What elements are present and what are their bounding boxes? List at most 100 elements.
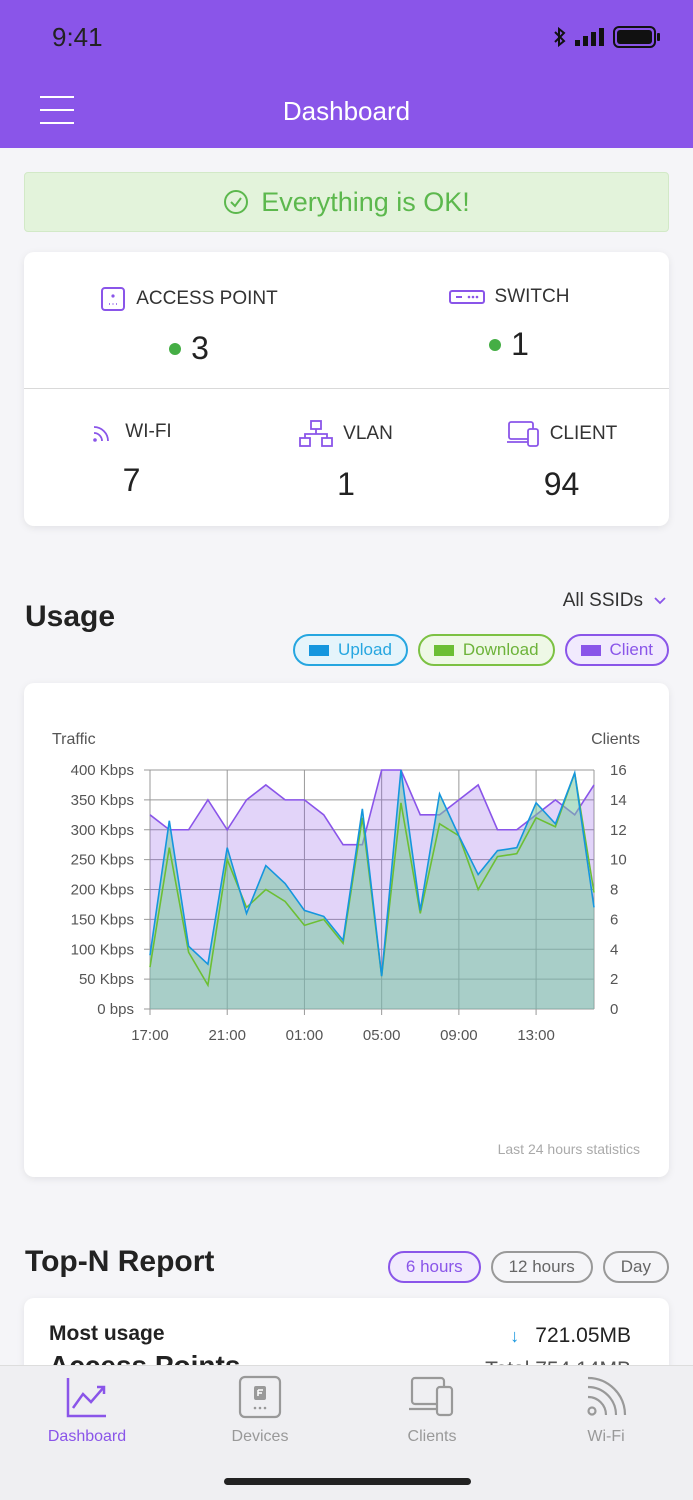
upload-swatch: [309, 644, 330, 656]
check-circle-icon: [224, 190, 249, 214]
chart-legend: Upload Download Client: [293, 634, 669, 666]
download-swatch: [433, 644, 454, 656]
x-tick-label: 05:00: [363, 1027, 401, 1044]
chart-y2label: Clients: [591, 731, 640, 748]
y-tick-label: 150 Kbps: [71, 911, 134, 928]
usage-chart-card: 0 bps 0 50 Kbps 2 100 Kbps 4 150 Kbps 6 200 Kbps…: [24, 683, 669, 1177]
legend-upload-label: Upload: [338, 640, 392, 659]
x-tick-label: 17:00: [131, 1027, 169, 1044]
download-usage: ↓ 721.05MB: [510, 1324, 631, 1348]
access-point-label: ACCESS POINT: [136, 288, 278, 309]
client-count: 94: [543, 466, 580, 502]
y2-tick-label: 4: [610, 941, 618, 958]
status-icons: [553, 26, 661, 48]
app-header: 9:41 Dashboard: [0, 0, 693, 148]
x-tick-label: 13:00: [517, 1027, 555, 1044]
y-tick-label: 300 Kbps: [71, 822, 134, 839]
devices-icon: [238, 1375, 282, 1419]
switch-stat[interactable]: SWITCH 1: [429, 286, 589, 363]
legend-download-label: Download: [462, 640, 539, 659]
chevron-down-icon: [654, 597, 666, 605]
ssid-filter-dropdown[interactable]: All SSIDs: [563, 590, 667, 612]
wifi-label: WI-FI: [125, 421, 172, 442]
tab-clients[interactable]: Clients: [357, 1374, 507, 1446]
access-point-stat[interactable]: ACCESS POINT 3: [79, 286, 299, 367]
y2-tick-label: 12: [610, 822, 627, 839]
x-tick-label: 09:00: [440, 1027, 478, 1044]
tab-wifi-label: Wi-Fi: [587, 1428, 625, 1445]
y-tick-label: 100 Kbps: [71, 941, 134, 958]
ssid-filter-value: All SSIDs: [562, 590, 643, 611]
y2-tick-label: 8: [610, 882, 618, 899]
summary-divider: [24, 388, 669, 389]
chart-ylabel: Traffic: [52, 731, 96, 748]
tab-day[interactable]: Day: [602, 1251, 669, 1283]
vlan-count: 1: [337, 466, 355, 502]
status-time: 9:41: [52, 22, 103, 52]
online-dot: [169, 342, 182, 355]
clients-icon: [409, 1376, 454, 1417]
topn-range-tabs: 6 hours 12 hours Day: [387, 1251, 669, 1283]
client-devices-icon: [506, 421, 539, 447]
y-tick-label: 0 bps: [97, 1001, 134, 1018]
x-tick-label: 01:00: [286, 1027, 324, 1044]
vlan-label: VLAN: [343, 423, 393, 444]
tab-devices-label: Devices: [231, 1428, 289, 1445]
vlan-stat[interactable]: VLAN 1: [286, 420, 406, 503]
tab-12-hours[interactable]: 12 hours: [490, 1251, 593, 1283]
download-usage-value: 721.05MB: [535, 1324, 631, 1347]
wifi-icon: [93, 426, 110, 442]
y-tick-label: 250 Kbps: [71, 852, 134, 869]
hamburger-menu-icon[interactable]: [40, 96, 74, 128]
download-arrow-icon: ↓: [510, 1325, 520, 1346]
battery-icon: [613, 26, 660, 48]
x-tick-label: 21:00: [208, 1027, 246, 1044]
legend-client-toggle[interactable]: Client: [564, 634, 669, 666]
online-dot: [489, 338, 502, 351]
signal-icon: [575, 28, 604, 46]
upload-line: [149, 769, 595, 977]
tab-wifi[interactable]: Wi-Fi: [531, 1374, 681, 1446]
most-usage-label: Most usage: [49, 1322, 165, 1345]
dashboard-chart-icon: [66, 1378, 106, 1418]
y2-tick-label: 16: [610, 762, 627, 779]
status-banner: Everything is OK!: [24, 172, 669, 232]
y2-tick-label: 14: [610, 792, 627, 809]
topn-title: Top-N Report: [25, 1245, 215, 1278]
tab-devices[interactable]: Devices: [185, 1374, 335, 1446]
wifi-count: 7: [122, 462, 141, 498]
page-title: Dashboard: [282, 96, 411, 126]
y2-tick-label: 10: [610, 852, 627, 869]
access-point-icon: [101, 287, 126, 311]
legend-download-toggle[interactable]: Download: [417, 634, 555, 666]
wifi-stat[interactable]: WI-FI 7: [64, 420, 199, 499]
legend-upload-toggle[interactable]: Upload: [293, 634, 408, 666]
y-tick-label: 50 Kbps: [79, 971, 134, 988]
device-summary-card: ACCESS POINT 3 SWITCH 1 WI-FI 7 VLAN 1 C…: [24, 252, 669, 526]
tab-dashboard[interactable]: Dashboard: [12, 1374, 162, 1446]
tab-dashboard-label: Dashboard: [47, 1428, 127, 1445]
vlan-icon: [299, 420, 334, 447]
switch-label: SWITCH: [494, 286, 570, 307]
y2-tick-label: 6: [610, 911, 618, 928]
y-tick-label: 350 Kbps: [71, 792, 134, 809]
bluetooth-icon: [554, 26, 566, 48]
y-tick-label: 200 Kbps: [71, 882, 134, 899]
legend-client-label: Client: [609, 640, 653, 659]
tab-6-hours[interactable]: 6 hours: [387, 1251, 481, 1283]
bottom-tab-bar: Dashboard Devices Clients Wi-Fi: [0, 1365, 693, 1500]
wifi-icon: [587, 1376, 627, 1416]
client-swatch: [580, 644, 601, 656]
y-tick-label: 400 Kbps: [71, 762, 134, 779]
client-line: [149, 769, 595, 846]
usage-chart: 0 bps 0 50 Kbps 2 100 Kbps 4 150 Kbps 6 200 Kbps…: [52, 731, 640, 1044]
switch-count: 1: [511, 326, 529, 362]
switch-icon: [448, 290, 485, 304]
status-banner-text: Everything is OK!: [261, 186, 470, 217]
access-point-count: 3: [191, 330, 209, 366]
client-label: CLIENT: [549, 423, 618, 444]
chart-footnote: Last 24 hours statistics: [497, 1141, 640, 1157]
y2-tick-label: 0: [610, 1001, 618, 1018]
y2-tick-label: 2: [610, 971, 618, 988]
client-stat[interactable]: CLIENT 94: [489, 420, 634, 503]
